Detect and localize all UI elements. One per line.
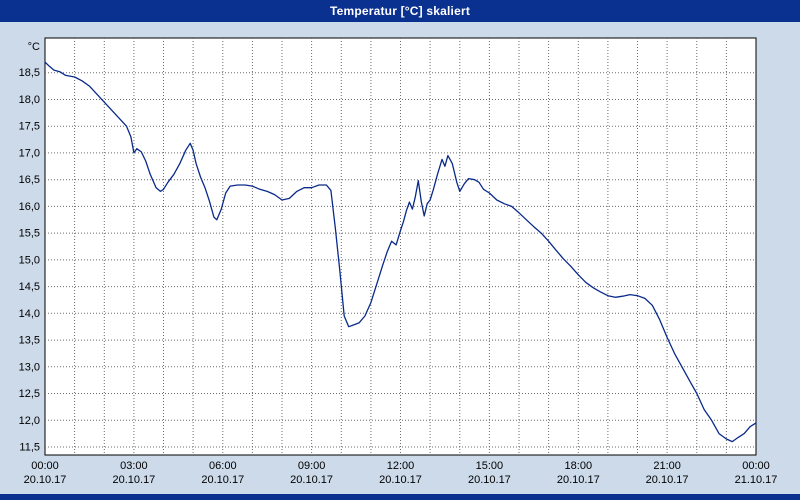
x-axis-date-label: 20.10.17 (379, 474, 422, 486)
y-axis-tick-label: 18,5 (19, 67, 40, 79)
x-axis-time-label: 15:00 (476, 460, 504, 472)
y-axis-tick-label: 11,5 (19, 442, 40, 454)
x-axis-date-label: 20.10.17 (557, 474, 600, 486)
y-axis-tick-label: 16,5 (19, 174, 40, 186)
y-axis-tick-label: 17,5 (19, 121, 40, 133)
x-axis-time-label: 06:00 (209, 460, 237, 472)
x-axis-date-label: 20.10.17 (468, 474, 511, 486)
chart-canvas: 18,5 18,0 17,5 17,0 16,5 16,0 15,5 15,0 14,5 14,0… (19, 37, 778, 486)
y-axis-tick-label: 15,0 (19, 254, 40, 266)
y-axis-tick-label: 13,5 (19, 335, 40, 347)
x-axis-date-label: 20.10.17 (24, 474, 67, 486)
x-axis-time-label: 03:00 (120, 460, 148, 472)
window-bottom-border (0, 494, 800, 500)
y-axis-tick-label: 18,0 (19, 94, 40, 106)
x-axis-date-label: 20.10.17 (201, 474, 244, 486)
y-axis-tick-label: 15,5 (19, 228, 40, 240)
x-axis-time-label: 00:00 (742, 460, 770, 472)
y-axis-tick-label: 17,0 (19, 147, 40, 159)
x-axis-time-label: 18:00 (565, 460, 593, 472)
x-axis-date-label: 20.10.17 (290, 474, 333, 486)
y-axis-unit-label: °C (28, 41, 40, 53)
y-axis-tick-label: 12,5 (19, 388, 40, 400)
x-axis-date-label: 20.10.17 (646, 474, 689, 486)
y-axis-tick-label: 14,5 (19, 281, 40, 293)
window-title: Temperatur [°C] skaliert (329, 4, 471, 18)
title-bar: Temperatur [°C] skaliert (0, 0, 800, 22)
y-axis-tick-label: 13,0 (19, 361, 40, 373)
x-axis-date-label: 20.10.17 (112, 474, 155, 486)
y-axis-tick-label: 14,0 (19, 308, 40, 320)
temperature-line (44, 61, 757, 443)
x-axis-date-label: 21.10.17 (735, 474, 778, 486)
y-axis-tick-label: 12,0 (19, 415, 40, 427)
x-axis-time-label: 12:00 (387, 460, 415, 472)
x-axis-time-label: 09:00 (298, 460, 326, 472)
x-axis-time-label: 21:00 (653, 460, 681, 472)
y-axis-tick-label: 16,0 (19, 201, 40, 213)
x-axis-time-label: 00:00 (31, 460, 59, 472)
